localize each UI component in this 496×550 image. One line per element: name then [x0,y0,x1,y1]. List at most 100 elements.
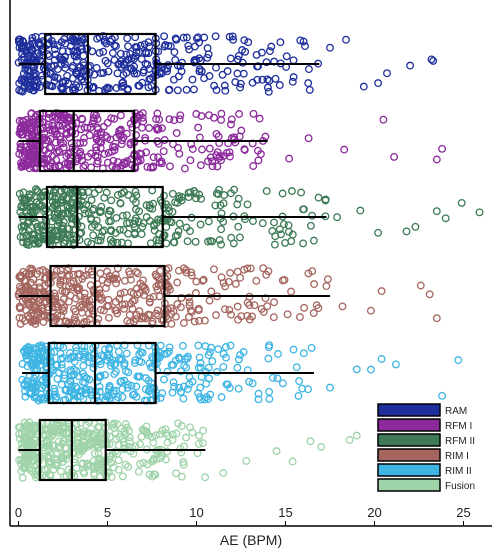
data-point [149,456,158,465]
data-point [306,221,315,230]
outlier-point [402,227,411,236]
data-point [265,47,274,56]
legend-label-fusion: Fusion [445,481,475,492]
data-point [322,282,331,291]
box-iqr [38,109,136,173]
data-point [160,375,168,384]
data-point [63,71,72,80]
data-point [288,77,297,86]
data-point [160,32,169,41]
data-point [208,357,217,366]
data-point [265,341,274,350]
data-point [175,194,183,203]
data-point [253,75,262,84]
data-point [273,374,282,383]
data-point [138,109,147,118]
data-point [58,209,67,218]
x-tick-label: 0 [15,505,22,520]
data-point [254,395,263,404]
data-point [129,195,138,204]
data-point [224,139,233,148]
legend-label-rim-i: RIM I [445,451,469,462]
data-point [31,218,40,227]
data-point [165,343,174,352]
data-point [122,349,131,358]
data-point [179,33,188,42]
data-point [217,116,226,124]
data-point [262,58,271,67]
data-point [111,297,120,306]
data-point [250,301,259,310]
data-point [38,425,46,434]
outlier-point [475,208,484,217]
data-point [233,363,242,372]
data-point [204,217,213,226]
data-point [52,449,61,458]
data-point [101,345,109,354]
outlier-point [304,134,313,143]
data-point [139,458,148,467]
outlier-point [383,69,391,78]
data-point [131,187,140,196]
data-point [156,196,165,204]
data-point [123,34,132,43]
data-point [74,153,83,162]
data-point [278,379,287,388]
data-point [195,54,204,63]
data-point [89,116,98,125]
data-point [61,209,70,218]
data-point [113,69,122,78]
data-point [162,280,171,289]
data-point [158,124,166,133]
data-point [77,303,86,312]
data-point [116,377,125,386]
data-point [15,86,24,95]
data-point [41,281,49,290]
outlier-point [441,214,450,223]
data-point [116,49,125,58]
data-point [99,47,108,56]
data-point [82,67,91,76]
data-point [69,270,78,279]
data-point [73,426,82,435]
data-point [79,51,88,60]
data-point [32,344,41,353]
data-point [132,48,141,57]
box-iqr [45,185,164,249]
data-point [25,389,34,398]
data-point [26,191,35,200]
data-point [233,55,242,64]
data-point [274,350,282,358]
data-point [18,375,27,384]
data-point [115,433,124,441]
data-point [60,371,69,379]
data-point [23,157,32,166]
data-point [212,367,221,376]
data-point [70,316,79,324]
data-point [195,431,204,440]
data-point [194,123,203,132]
data-point [122,129,131,138]
legend-label-rfm-i: RFM I [445,421,472,432]
data-point [103,118,112,127]
data-point [164,86,173,95]
outlier-point [429,56,438,65]
outlier-point [285,154,294,163]
data-point [34,239,43,248]
data-point [115,355,124,364]
data-point [194,389,203,398]
data-point [219,349,228,358]
outlier-point [219,469,228,477]
outlier-point [390,152,399,161]
data-point [42,424,51,433]
data-point [212,86,221,95]
data-point [167,218,176,227]
data-point [234,355,243,364]
data-point [37,159,46,168]
data-point [80,293,89,302]
data-point [39,318,48,326]
data-point [135,357,144,366]
data-point [71,129,80,138]
data-point [226,341,235,350]
